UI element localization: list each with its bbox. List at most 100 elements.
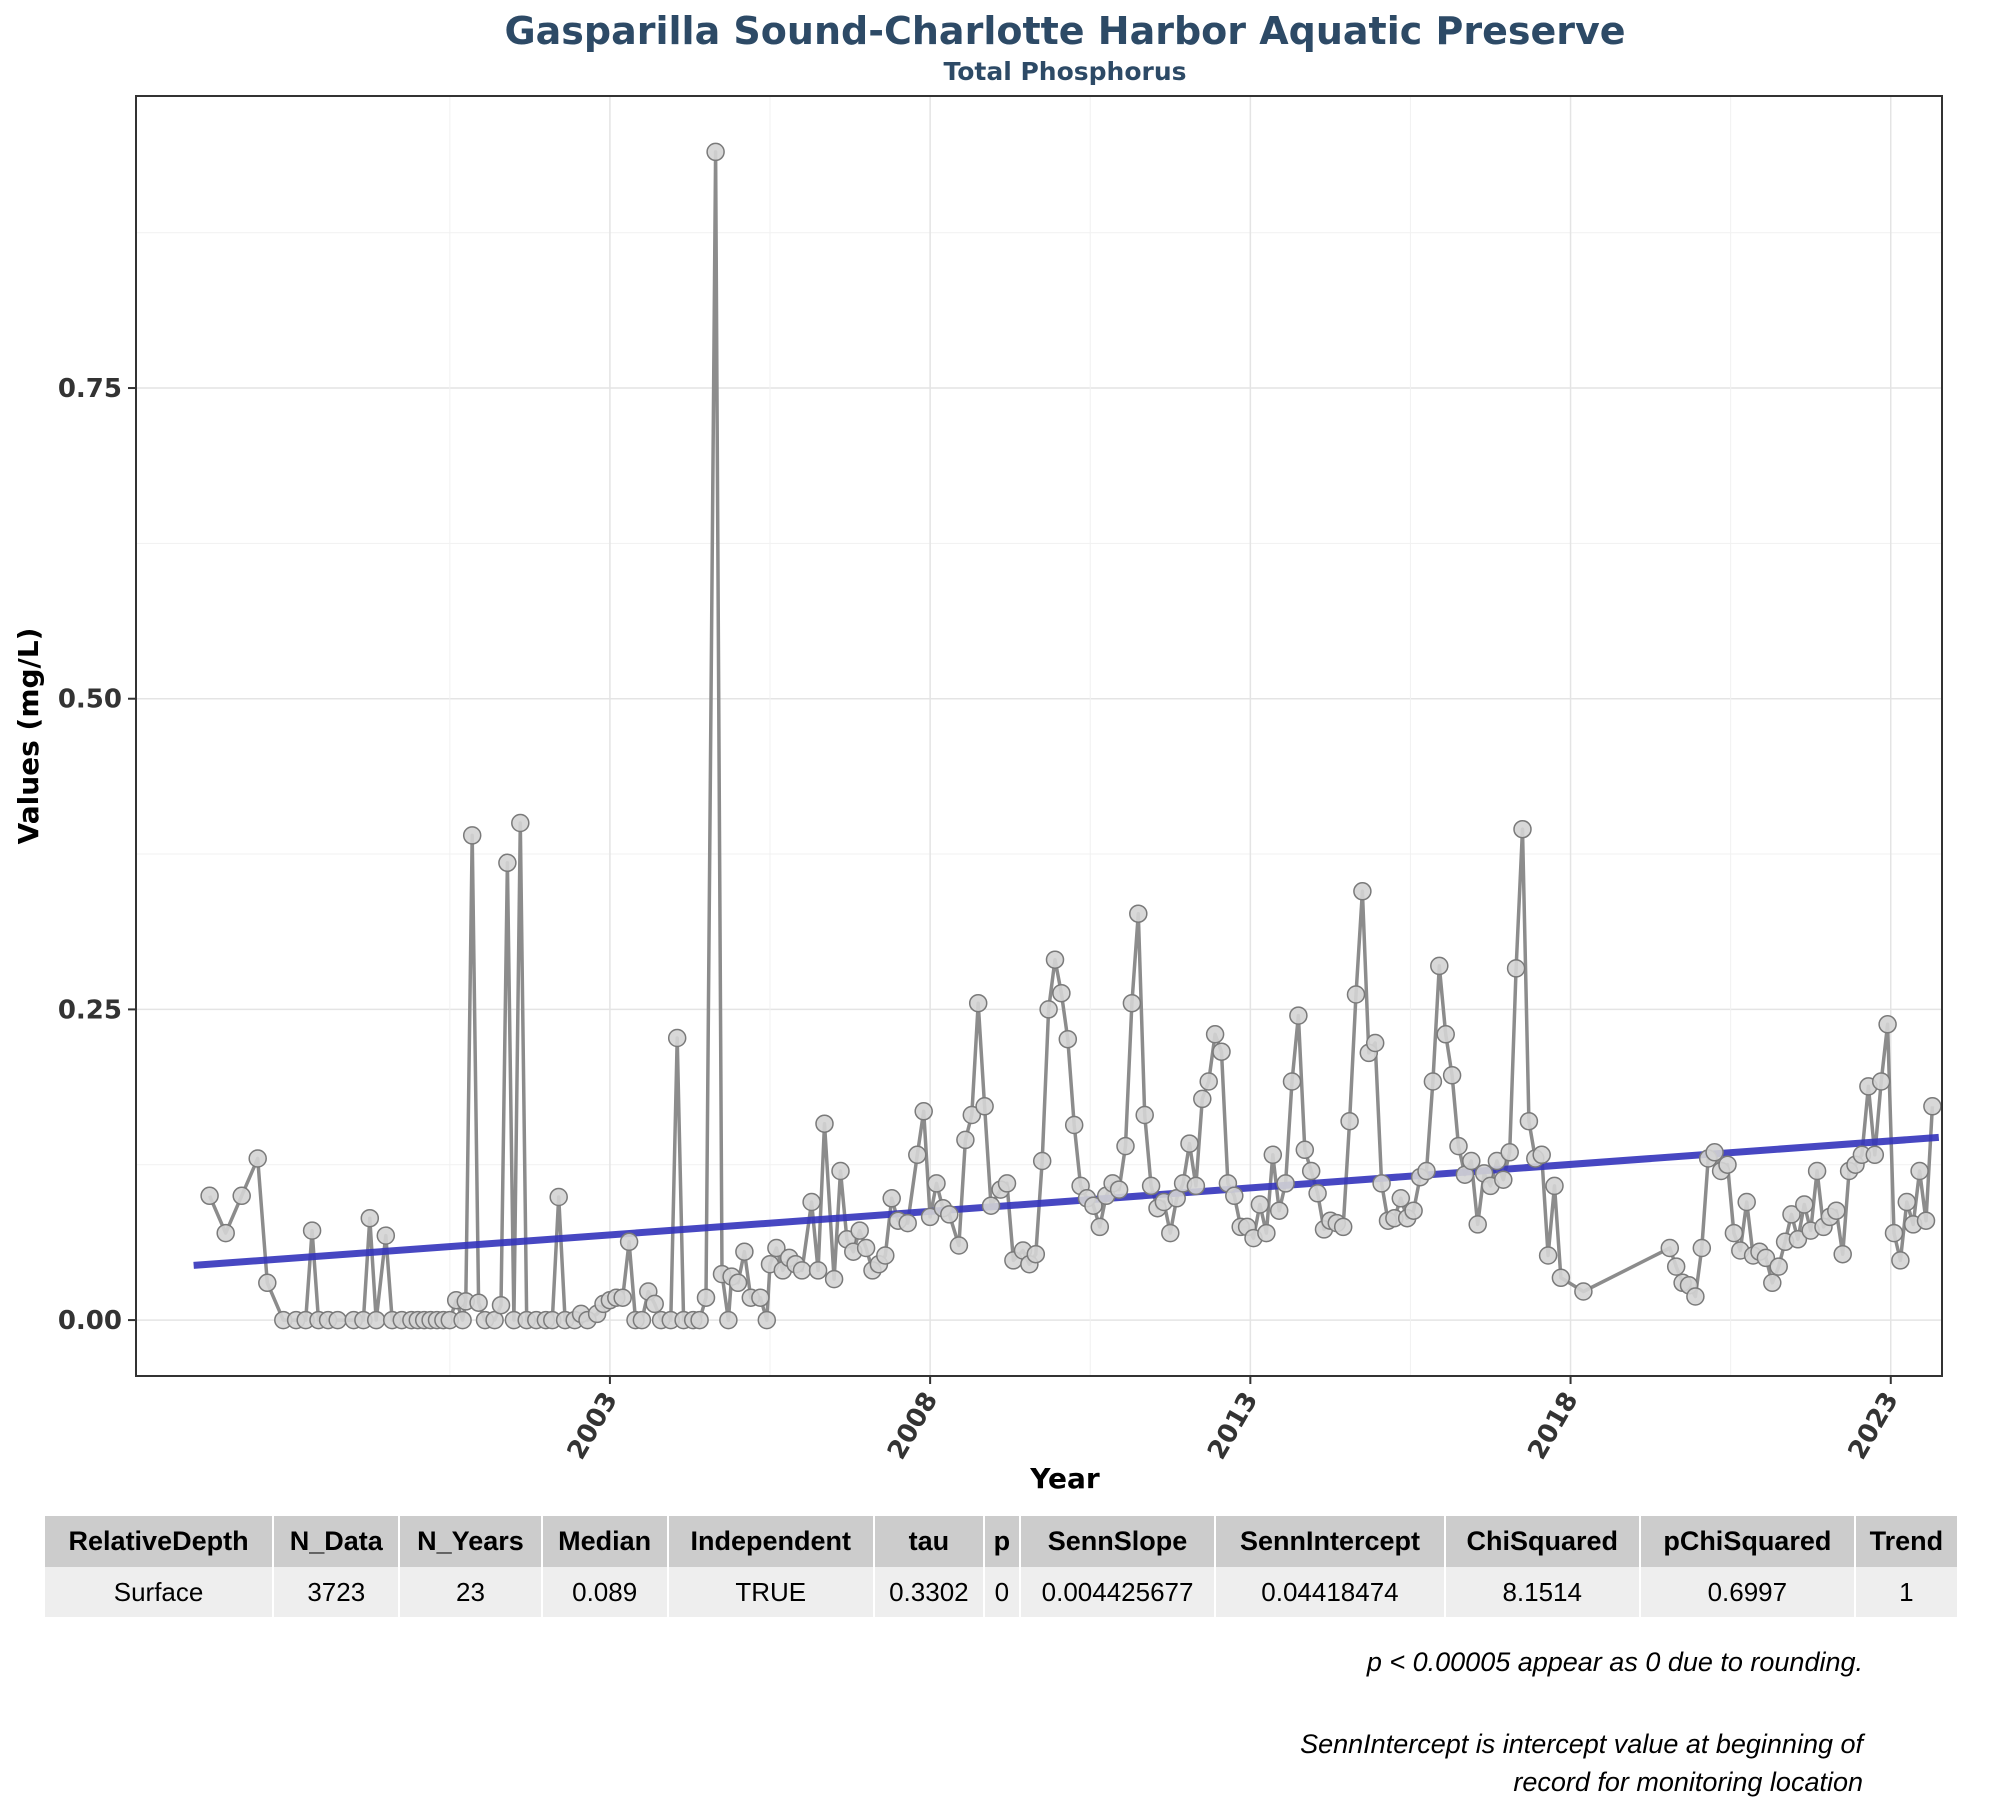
data-point	[1141, 1176, 1161, 1196]
cell-p: 0	[984, 1567, 1019, 1617]
data-point	[1500, 1143, 1519, 1162]
data-point	[1545, 1176, 1564, 1196]
data-point	[856, 1238, 876, 1258]
cell-relative-depth: Surface	[45, 1567, 273, 1617]
data-point	[1865, 1145, 1885, 1165]
cell-chi-squared: 8.1514	[1445, 1567, 1639, 1617]
data-point	[1513, 819, 1532, 839]
data-point	[962, 1105, 982, 1125]
data-point	[1724, 1223, 1744, 1243]
cell-senn-slope: 0.004425677	[1020, 1567, 1215, 1617]
data-point	[1519, 1111, 1539, 1131]
note-rounding: p < 0.00005 appear as 0 due to rounding.	[1366, 1647, 1863, 1677]
data-point	[1064, 1115, 1084, 1135]
data-point	[1269, 1201, 1289, 1220]
data-point	[956, 1130, 975, 1150]
data-point	[1756, 1248, 1776, 1268]
data-point	[1692, 1238, 1712, 1258]
data-point	[462, 826, 482, 845]
data-point	[927, 1174, 946, 1193]
data-point	[1737, 1192, 1756, 1212]
header-n-years: N_Years	[400, 1516, 541, 1567]
data-point	[975, 1097, 994, 1116]
data-point	[1135, 1105, 1154, 1125]
data-point	[1276, 1174, 1295, 1193]
data-point	[1116, 1136, 1135, 1156]
data-point	[328, 1310, 347, 1330]
data-point	[632, 1310, 652, 1330]
data-point	[1763, 1273, 1782, 1293]
data-point	[1788, 1230, 1808, 1249]
data-point	[1462, 1151, 1481, 1171]
data-point	[1574, 1282, 1593, 1301]
x-axis: 2003 2008 2013 2018 2023	[562, 1376, 1905, 1465]
data-point	[216, 1223, 235, 1243]
cell-senn-intercept: 0.04418474	[1216, 1567, 1444, 1617]
y-tick-label: 0.75	[58, 374, 122, 404]
points-layer	[200, 142, 1942, 1330]
data-point	[1666, 1257, 1686, 1276]
data-point	[757, 1310, 777, 1330]
y-tick-label: 0.00	[58, 1306, 122, 1336]
data-point	[1897, 1192, 1917, 1212]
data-point	[1346, 985, 1366, 1004]
data-point	[248, 1149, 267, 1168]
data-point	[1916, 1211, 1936, 1230]
data-point	[1718, 1155, 1737, 1174]
x-tick-label: 2008	[882, 1387, 944, 1465]
data-point	[491, 1295, 511, 1315]
data-point	[1122, 993, 1142, 1013]
data-point	[696, 1288, 716, 1307]
y-tick-label: 0.50	[58, 685, 122, 715]
data-point	[981, 1196, 1001, 1215]
data-point	[850, 1221, 869, 1240]
stats-table: RelativeDepth N_Data N_Years Median Inde…	[43, 1516, 1959, 1617]
data-point	[1404, 1201, 1423, 1220]
data-point	[1891, 1251, 1910, 1270]
data-point	[1910, 1161, 1929, 1181]
data-point	[1442, 1066, 1462, 1085]
x-tick-label: 2018	[1522, 1387, 1584, 1465]
data-point	[1282, 1072, 1302, 1091]
data-point	[914, 1102, 933, 1121]
data-point	[1807, 1161, 1827, 1181]
data-point	[1660, 1238, 1680, 1258]
data-point	[1026, 1244, 1046, 1264]
cell-trend: 1	[1855, 1567, 1957, 1617]
x-tick-label: 2023	[1843, 1387, 1905, 1465]
note-intercept-line1: SennIntercept is intercept value at begi…	[1300, 1729, 1863, 1759]
header-p: p	[984, 1516, 1019, 1567]
data-point	[667, 1028, 687, 1048]
data-point	[1161, 1223, 1180, 1243]
data-point	[882, 1189, 901, 1208]
header-chi-squared: ChiSquared	[1445, 1516, 1639, 1567]
data-point	[1308, 1184, 1327, 1203]
data-point	[1551, 1268, 1571, 1288]
data-point	[1878, 1015, 1897, 1034]
data-point	[1353, 882, 1372, 901]
data-point	[366, 1310, 386, 1330]
header-p-chi-squared: pChiSquared	[1640, 1516, 1854, 1567]
data-point	[1436, 1025, 1455, 1044]
data-point	[1257, 1223, 1276, 1243]
header-independent: Independent	[668, 1516, 873, 1567]
x-tick-label: 2003	[562, 1387, 624, 1465]
data-point	[1686, 1287, 1705, 1306]
cell-n-data: 3723	[274, 1567, 399, 1617]
header-tau: tau	[874, 1516, 983, 1567]
data-point	[728, 1273, 748, 1293]
data-point	[1199, 1072, 1218, 1091]
header-trend: Trend	[1855, 1516, 1957, 1567]
data-point	[258, 1273, 277, 1293]
y-axis: 0.00 0.25 0.50 0.75	[58, 374, 136, 1336]
data-point	[908, 1145, 927, 1165]
data-point	[767, 1238, 786, 1258]
header-senn-slope: SennSlope	[1020, 1516, 1215, 1567]
data-point	[1795, 1195, 1814, 1214]
trend-line	[193, 1133, 1940, 1269]
data-point	[1250, 1195, 1270, 1214]
data-point	[1506, 959, 1526, 978]
data-point	[1032, 1151, 1052, 1171]
data-point	[1333, 1217, 1353, 1237]
data-point	[1538, 1246, 1558, 1265]
